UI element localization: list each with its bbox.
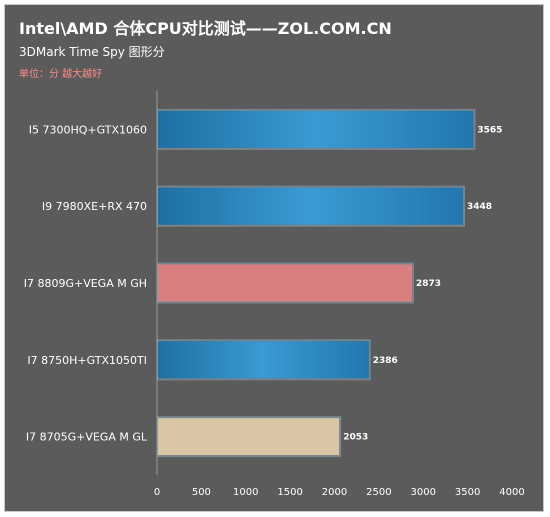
category-label: I5 7300HQ+GTX1060 [29, 123, 147, 136]
chart-title: Intel\AMD 合体CPU对比测试——ZOL.COM.CN [19, 19, 392, 38]
chart-panel: Intel\AMD 合体CPU对比测试——ZOL.COM.CN 3DMark T… [4, 4, 544, 512]
bar [158, 187, 464, 225]
value-label: 2873 [416, 279, 441, 289]
category-label: I7 8750H+GTX1050TI [27, 354, 147, 367]
bar [158, 341, 369, 379]
x-tick-label: 4000 [499, 487, 524, 498]
value-label: 2053 [343, 433, 368, 443]
value-label: 3565 [477, 125, 502, 135]
x-tick-label: 1500 [277, 487, 302, 498]
category-label: I7 8809G+VEGA M GH [24, 277, 147, 290]
bar [158, 418, 340, 456]
category-label: I9 7980XE+RX 470 [42, 200, 147, 213]
unit-note: 单位：分 越大越好 [19, 69, 103, 80]
x-tick-label: 2000 [322, 487, 347, 498]
x-tick-label: 1000 [233, 487, 258, 498]
value-label: 2386 [373, 356, 398, 366]
bar [158, 110, 474, 148]
value-label: 3448 [467, 202, 492, 212]
category-label: I7 8705G+VEGA M GL [26, 431, 148, 444]
x-tick-label: 3500 [455, 487, 480, 498]
chart-subtitle: 3DMark Time Spy 图形分 [19, 45, 165, 59]
x-tick-label: 500 [192, 487, 211, 498]
bar-chart: I5 7300HQ+GTX1060 3565 I9 7980XE+RX 470 344… [24, 91, 525, 498]
bar [158, 264, 412, 302]
x-tick-label: 3000 [411, 487, 436, 498]
x-tick-label: 0 [154, 487, 160, 498]
x-tick-label: 2500 [366, 487, 391, 498]
